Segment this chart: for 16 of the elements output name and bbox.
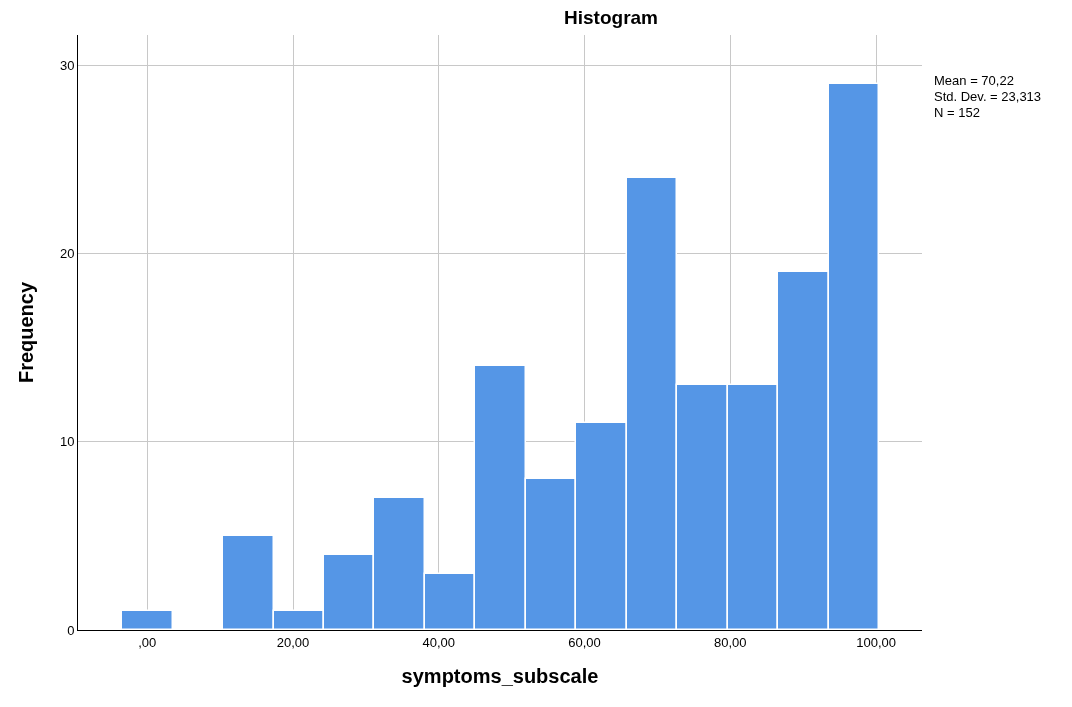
y-tick-label: 10 [59, 434, 75, 450]
x-tick-label: 60,00 [568, 634, 601, 650]
text: Std. Dev. = 23,313 [934, 89, 1042, 104]
x-tick-label: 100,00 [856, 634, 896, 650]
x-tick-label: 20,00 [276, 634, 310, 650]
y-axis-title: Frequency [15, 281, 38, 384]
text: Mean = 70,22 [934, 73, 1014, 88]
x-tick-label: 80,00 [714, 634, 747, 650]
x-axis-title: symptoms_subscale [401, 665, 599, 688]
x-tick-label: 40,00 [422, 634, 456, 650]
y-tick-label: 30 [59, 57, 75, 73]
text: N = 152 [934, 105, 980, 120]
y-tick-label: 20 [59, 245, 75, 261]
x-tick-label: ,00 [138, 634, 157, 650]
chart-title: Histogram [564, 6, 659, 28]
y-tick-label: 0 [67, 622, 75, 638]
